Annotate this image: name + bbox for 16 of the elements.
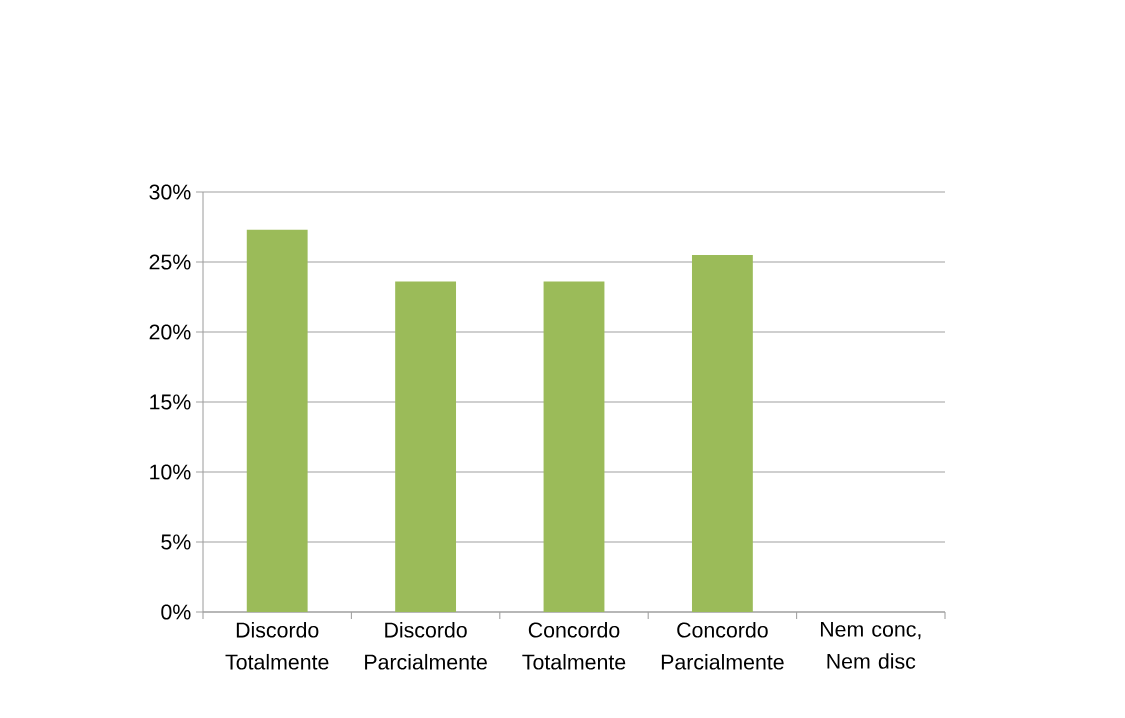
x-tick-label: Discordo Totalmente — [225, 621, 329, 670]
bar — [246, 229, 308, 612]
x-tick-label: Discordo Parcialmente — [365, 621, 487, 670]
bar — [395, 281, 457, 612]
y-tick-label: 30% — [149, 184, 191, 200]
y-tick-label: 20% — [149, 324, 191, 340]
y-tick-label: 10% — [150, 464, 191, 480]
x-tick-label: Concordo Parcialmente — [661, 621, 784, 670]
x-tick-label: Concordo Totalmente — [522, 621, 626, 670]
y-tick-label: 5% — [161, 534, 191, 550]
y-tick-label: 0% — [161, 604, 191, 620]
y-tick-label: 25% — [149, 254, 191, 270]
bar — [543, 281, 605, 612]
y-tick-label: 15% — [150, 394, 191, 410]
x-tick-label: Nem conc, Nem disc — [820, 621, 921, 669]
bar — [691, 255, 753, 612]
